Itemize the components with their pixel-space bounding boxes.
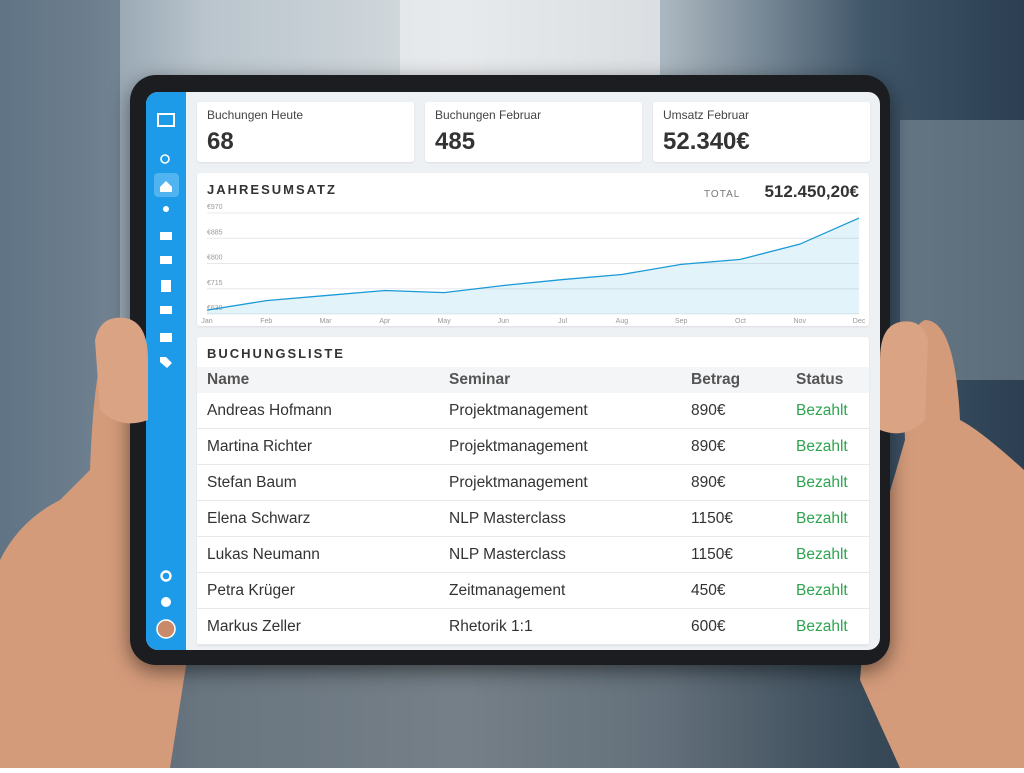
x-tick-label: Jan [201,318,212,325]
money-icon[interactable] [160,306,172,314]
table-cell: NLP Masterclass [439,536,681,573]
kpi-value: 485 [435,128,476,155]
table-cell: Markus Zeller [197,608,439,645]
table-cell: 890€ [681,393,786,429]
y-tick-label: €715 [207,280,223,287]
table-cell: Stefan Baum [197,464,439,501]
x-tick-label: Sep [675,318,688,325]
table-cell: Martina Richter [197,428,439,465]
table-card: BUCHUNGSLISTE Name Seminar Betrag Status And… [197,337,869,645]
doc-icon[interactable] [161,280,171,292]
status-cell: Bezahlt [786,536,869,573]
booking-table: Name Seminar Betrag Status Andreas Hofmann Pr… [197,367,869,645]
card-icon[interactable] [160,232,172,240]
table-row: Elena Schwarz NLP Masterclass 1150€ Bezahlt [197,500,869,537]
screen: JAHRESUMSATZ TOTAL 512.450,20€ €630 €715 €… [146,92,880,650]
table-row: Petra Krüger Zeitmanagement 450€ Bezahlt [197,572,869,609]
status-cell: Bezahlt [786,608,869,645]
x-tick-label: Feb [260,318,272,325]
kpi-card: Umsatz Februar 52.340€ [653,102,870,162]
total-label: TOTAL [704,189,741,200]
x-tick-label: Apr [379,318,391,325]
total-value: 512.450,20€ [764,182,859,201]
table-row: Lukas Neumann NLP Masterclass 1150€ Bezahlt [197,536,869,573]
table-cell: Projektmanagement [439,393,681,429]
tag-icon[interactable] [160,357,172,368]
table-row: Stefan Baum Projektmanagement 890€ Bezahlt [197,464,869,501]
chart-card: JAHRESUMSATZ TOTAL 512.450,20€ €630 €715 €… [197,173,869,326]
table-cell: 1150€ [681,500,786,537]
column-header: Seminar [439,367,681,393]
status-cell: Bezahlt [786,464,869,501]
table-cell: 450€ [681,572,786,609]
table-cell: Petra Krüger [197,572,439,609]
search-icon[interactable] [160,154,170,164]
x-tick-label: Mar [320,318,333,325]
kpi-label: Umsatz Februar [663,108,750,122]
x-tick-label: May [437,318,451,325]
table-cell: NLP Masterclass [439,500,681,537]
kpi-label: Buchungen Februar [435,108,542,122]
kpi-card: Buchungen Februar 485 [425,102,642,162]
table-row: Martina Richter Projektmanagement 890€ Beza… [197,428,869,465]
kpi-card: Buchungen Heute 68 [197,102,414,162]
avatar[interactable] [156,619,176,639]
table-cell: 890€ [681,428,786,465]
logo[interactable] [157,113,175,127]
x-tick-label: Nov [794,318,807,325]
table-title: BUCHUNGSLISTE [207,346,345,361]
x-tick-label: Aug [616,318,629,325]
y-tick-label: €970 [207,204,223,211]
column-header: Name [197,367,439,393]
table-cell: 600€ [681,608,786,645]
table-cell: Rhetorik 1:1 [439,608,681,645]
y-tick-label: €885 [207,229,223,236]
bank-icon[interactable] [160,333,172,342]
table-cell: 1150€ [681,536,786,573]
table-cell: Projektmanagement [439,464,681,501]
status-cell: Bezahlt [786,572,869,609]
column-header: Betrag [681,367,786,393]
chart-title: JAHRESUMSATZ [207,182,337,197]
table-cell: 890€ [681,464,786,501]
kpi-label: Buchungen Heute [207,108,304,122]
x-tick-label: Jun [498,318,509,325]
table-cell: Elena Schwarz [197,500,439,537]
table-row: Andreas Hofmann Projektmanagement 890€ Beza… [197,393,869,429]
x-tick-label: Oct [735,318,746,325]
sidebar [146,92,186,650]
help-icon[interactable] [161,597,171,607]
x-tick-label: Jul [558,318,567,325]
table-cell: Andreas Hofmann [197,393,439,429]
table-cell: Lukas Neumann [197,536,439,573]
home-icon[interactable] [160,181,172,192]
user-icon[interactable] [163,206,169,212]
mail-icon[interactable] [160,256,172,264]
status-cell: Bezahlt [786,428,869,465]
column-header: Status [786,367,869,393]
sidebar-icons [154,113,179,639]
kpi-value: 68 [207,128,234,155]
line [206,217,860,311]
table-cell: Zeitmanagement [439,572,681,609]
table-row: Markus Zeller Rhetorik 1:1 600€ Bezahlt [197,608,869,645]
settings-icon[interactable] [160,570,172,582]
status-cell: Bezahlt [786,393,869,429]
status-cell: Bezahlt [786,500,869,537]
table-cell: Projektmanagement [439,428,681,465]
x-tick-label: Dec [853,318,866,325]
area [207,218,859,314]
y-tick-label: €800 [207,255,223,262]
kpi-value: 52.340€ [663,128,750,155]
